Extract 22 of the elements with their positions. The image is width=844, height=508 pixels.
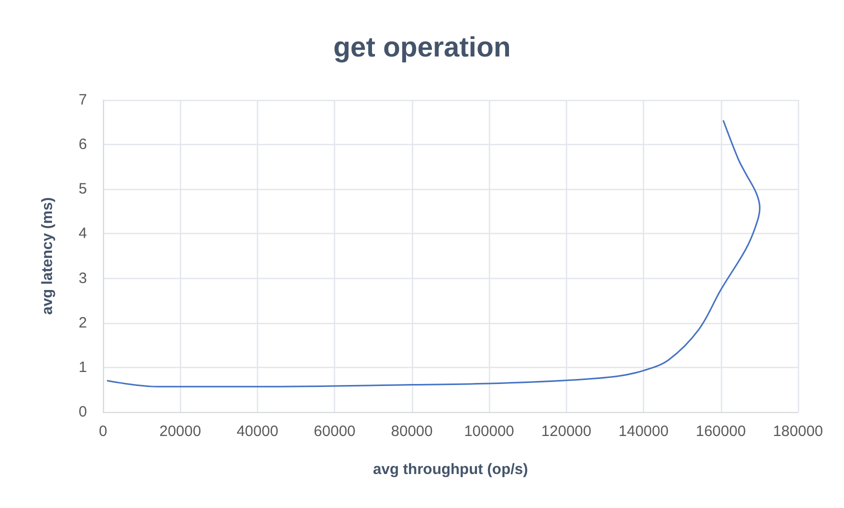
y-tick-label: 2 (78, 314, 87, 332)
y-tick-label: 5 (78, 180, 87, 198)
y-tick-label: 4 (78, 225, 87, 242)
x-tick-label: 180000 (772, 423, 824, 440)
x-tick-label: 160000 (696, 423, 746, 440)
y-axis-title: avg latency (ms) (39, 197, 56, 315)
x-tick-label: 140000 (618, 423, 669, 440)
x-tick-label: 100000 (464, 423, 514, 440)
y-tick-label: 1 (78, 358, 87, 376)
x-tick-label: 20000 (159, 423, 202, 440)
x-axis-title: avg throughput (op/s) (373, 461, 528, 478)
x-tick-label: 120000 (541, 423, 592, 440)
y-tick-label: 6 (78, 136, 87, 154)
y-tick-label: 0 (78, 404, 87, 420)
y-tick-label: 3 (78, 270, 87, 287)
line-series (106, 120, 761, 388)
x-tick-label: 0 (98, 423, 108, 440)
chart-title: get operation (333, 32, 511, 62)
x-tick-label: 80000 (391, 423, 433, 440)
y-tick-label: 7 (78, 92, 87, 108)
x-tick-label: 40000 (236, 423, 278, 440)
x-tick-label: 60000 (314, 423, 356, 440)
